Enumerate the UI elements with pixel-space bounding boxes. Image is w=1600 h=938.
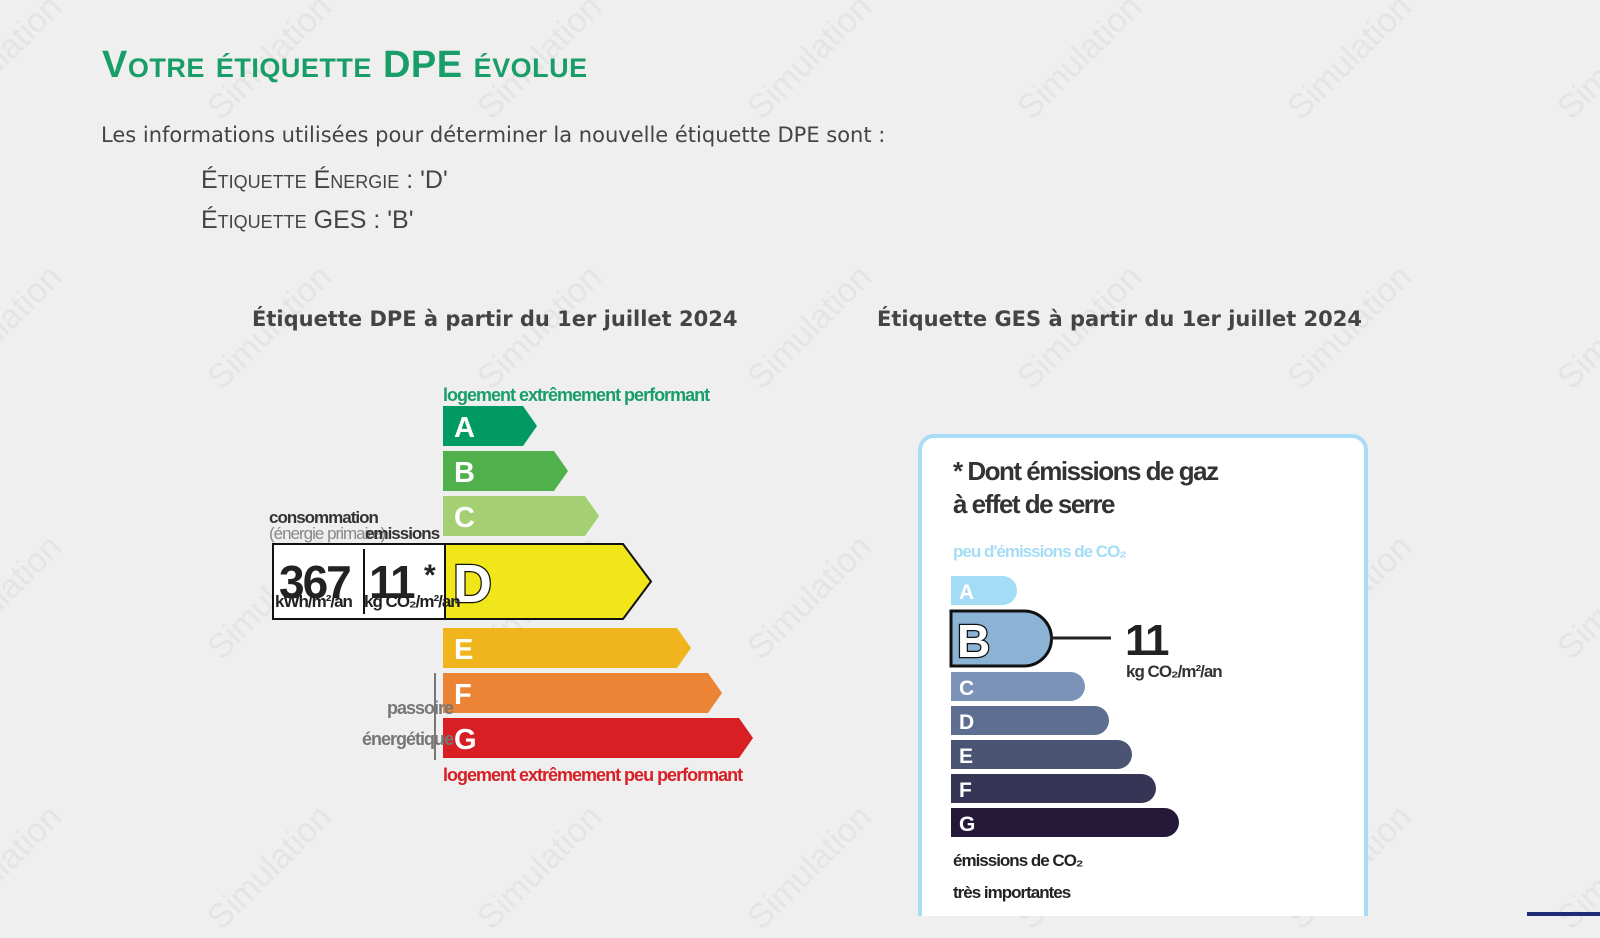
dpe-top-caption: logement extrêmement performant	[443, 385, 710, 405]
dpe-emissions-label: emissions	[365, 524, 440, 543]
ges-top-caption: peu d'émissions de CO₂	[953, 542, 1126, 561]
ges-bar-e	[951, 740, 1132, 769]
ges-heading-line1: * Dont émissions de gaz	[953, 456, 1219, 486]
ges-bar-letter: A	[959, 581, 974, 604]
dpe-asterisk: *	[424, 559, 436, 592]
dpe-bar-a	[443, 406, 537, 446]
dpe-primary-energy-label: (énergie primaire)	[269, 524, 385, 543]
ges-bar-letter: F	[959, 779, 972, 802]
dpe-emissions-unit: kg CO₂/m²/an	[364, 592, 460, 611]
info-ges-label: Étiquette GES : 'B'	[201, 206, 414, 234]
ges-unit: kg CO₂/m²/an	[1126, 662, 1222, 681]
dpe-consumption-unit: kWh/m²/an	[275, 592, 353, 611]
ges-bar-letter: E	[959, 745, 973, 768]
ges-bar-b	[949, 609, 1053, 668]
ges-label: * Dont émissions de gaz à effet de serre…	[918, 434, 1368, 916]
dpe-bar-letter: C	[454, 502, 475, 534]
ges-bar-letter: G	[959, 813, 975, 836]
ges-bar-letter: B	[957, 615, 990, 667]
dpe-bar-c	[443, 496, 599, 536]
ges-bar-letter: D	[959, 711, 974, 734]
ges-bar-letter: C	[959, 677, 974, 700]
ges-bar-a	[951, 576, 1017, 605]
info-energy-label: Étiquette Énergie : 'D'	[201, 166, 448, 194]
dpe-values-box	[272, 543, 446, 620]
dpe-emissions-value: 11	[369, 556, 415, 608]
dpe-bar-e	[443, 628, 691, 668]
dpe-bar-g	[443, 718, 753, 758]
dpe-passoire-line2: énergétique	[362, 729, 454, 749]
dpe-bar-b	[443, 451, 568, 491]
page-title: Votre étiquette DPE évolue	[102, 44, 588, 86]
ges-chart-title: Étiquette GES à partir du 1er juillet 20…	[877, 307, 1362, 331]
ges-value: 11	[1125, 616, 1169, 665]
ges-bar-g	[951, 808, 1179, 837]
dpe-consumption-value: 367	[279, 556, 350, 608]
dpe-energy-label: logement extrêmement performant ABCDEFG …	[269, 385, 753, 785]
ges-heading-line2: à effet de serre	[953, 489, 1115, 519]
dpe-bar-letter: B	[454, 457, 475, 489]
dpe-bottom-caption: logement extrêmement peu performant	[443, 765, 743, 785]
dpe-passoire-line1: passoire	[387, 698, 454, 718]
ges-bottom-line2: très importantes	[953, 883, 1071, 902]
dpe-bar-letter: F	[454, 679, 472, 711]
ges-bottom-line1: émissions de CO₂	[953, 851, 1083, 870]
dpe-bar-letter: G	[454, 724, 477, 756]
dpe-bar-letter: D	[453, 554, 492, 614]
dpe-consumption-label: consommation	[269, 508, 379, 527]
ges-bar-c	[951, 672, 1085, 701]
corner-bar	[1527, 912, 1600, 916]
dpe-bar-f	[443, 673, 722, 713]
dpe-bar-letter: E	[454, 634, 473, 666]
dpe-bar-letter: A	[454, 412, 475, 444]
dpe-chart-title: Étiquette DPE à partir du 1er juillet 20…	[252, 307, 738, 331]
ges-bar-f	[951, 774, 1156, 803]
ges-bar-d	[951, 706, 1109, 735]
intro-text: Les informations utilisées pour détermin…	[101, 123, 886, 147]
